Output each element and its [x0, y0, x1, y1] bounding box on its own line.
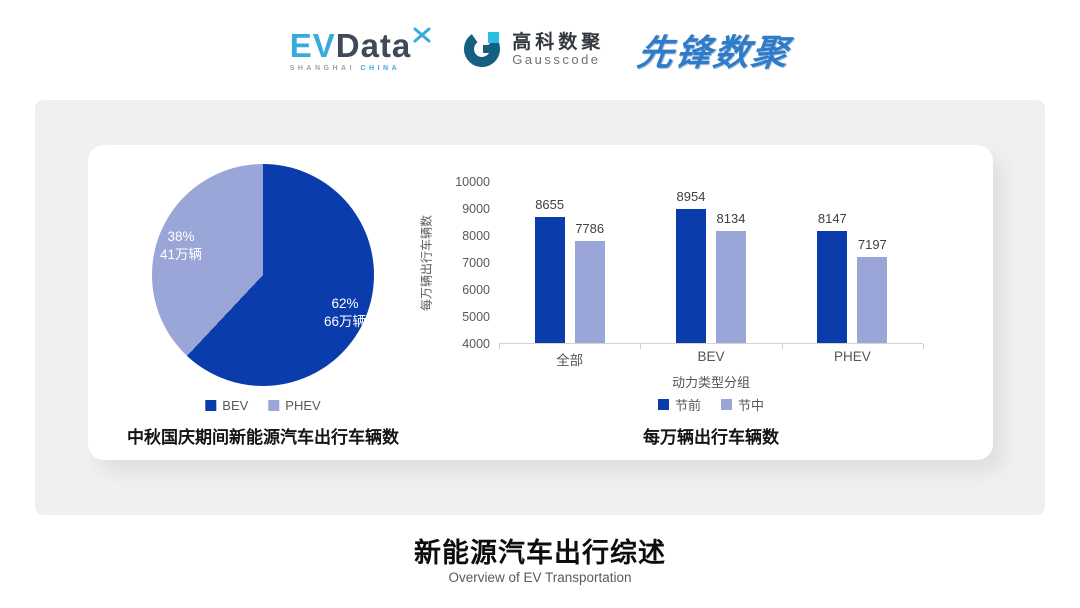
y-tick-label: 5000	[462, 310, 490, 324]
y-tick-label: 4000	[462, 337, 490, 351]
evdata-ev-text: EV	[289, 26, 336, 64]
pie-label-phev: 38% 41万辆	[160, 228, 202, 264]
bar-chart-y-ticks: 4000 5000 6000 7000 8000 9000 10000	[428, 175, 490, 351]
x-axis-tickmark	[923, 344, 924, 349]
bar-value-label: 8954	[676, 189, 706, 205]
pie-bev-percent: 62%	[331, 295, 359, 311]
x-category-label: PHEV	[833, 349, 871, 364]
x-axis-tickmark	[781, 344, 783, 349]
bar-value-label: 8147	[817, 211, 847, 227]
legend-item: 节前	[657, 395, 701, 414]
pie-label-bev: 62% 66万辆	[324, 295, 366, 331]
evdata-logo: EV Data SHANGHAI CHINA	[289, 26, 431, 72]
y-tick-label: 6000	[462, 283, 490, 297]
legend-label: BEV	[222, 398, 249, 413]
bar-节前-BEV	[676, 209, 706, 343]
pie-phev-percent: 38%	[167, 228, 195, 244]
y-tick-label: 7000	[462, 256, 490, 270]
y-tick-label: 10000	[455, 175, 490, 189]
bar-value-label: 8655	[535, 197, 565, 213]
gausscode-g-icon	[463, 28, 503, 73]
legend-label: 节中	[738, 398, 765, 413]
xianfeng-logo: 先锋数聚	[635, 32, 793, 73]
bar-chart-legend: 节前 节中	[657, 395, 764, 414]
page-title: 新能源汽车出行综述	[414, 538, 666, 568]
bar-value-label: 7197	[857, 236, 887, 252]
bar-节前-PHEV	[817, 231, 848, 343]
pie-phev-value: 41万辆	[159, 247, 203, 262]
bar-节前-全部	[534, 217, 565, 343]
evdata-subtitle: SHANGHAI CHINA	[290, 65, 430, 72]
bar-value-label: 7786	[575, 220, 605, 236]
x-axis-tickmark	[499, 344, 500, 349]
pie-graphic	[152, 164, 374, 386]
legend-item: 节中	[721, 395, 764, 414]
pie-legend: BEV PHEV	[205, 398, 321, 413]
gausscode-en-text: Gausscode	[512, 52, 601, 68]
evdata-china-text: CHINA	[360, 64, 401, 72]
bar-节中-全部	[574, 240, 605, 343]
evdata-wordmark: EV Data	[289, 26, 431, 64]
x-axis-tickmark	[640, 344, 642, 349]
pie-chart-title: 中秋国庆期间新能源汽车出行车辆数	[127, 428, 399, 447]
bar-节中-PHEV	[857, 256, 888, 343]
bar-节中-BEV	[716, 231, 746, 343]
legend-swatch	[268, 400, 280, 411]
gausscode-cn-text: 高科数聚	[512, 31, 605, 53]
evdata-x-icon	[413, 26, 431, 48]
legend-label: 节前	[674, 398, 701, 413]
legend-swatch	[721, 399, 732, 410]
bar-chart-plot: 8655 7786 8954 8134 8147 7197	[499, 182, 923, 344]
bar-value-label: 8134	[716, 211, 746, 227]
y-tick-label: 8000	[462, 229, 490, 243]
y-tick-label: 9000	[462, 202, 490, 216]
evdata-shanghai-text: SHANGHAI	[289, 64, 356, 72]
x-category-label: BEV	[697, 349, 725, 364]
page-subtitle: Overview of EV Transportation	[448, 570, 632, 585]
pie-bev-value: 66万辆	[323, 314, 367, 329]
x-category-label: 全部	[556, 353, 584, 368]
gausscode-logo: 高科数聚 Gausscode	[463, 28, 604, 73]
content-panel: 38% 41万辆 62% 66万辆 BEV PHEV 中秋国庆期间新能源汽车出行车…	[35, 100, 1045, 515]
bar-chart-title: 每万辆出行车辆数	[643, 428, 779, 447]
evdata-data-text: Data	[335, 26, 412, 64]
legend-swatch	[657, 399, 669, 410]
legend-swatch	[205, 400, 217, 411]
gausscode-wordmark: 高科数聚 Gausscode	[512, 32, 604, 69]
legend-item: BEV	[205, 398, 248, 413]
legend-item: PHEV	[268, 398, 321, 413]
bar-chart-x-axis-title: 动力类型分组	[671, 375, 751, 390]
header-logo-bar: EV Data SHANGHAI CHINA	[0, 14, 1080, 86]
legend-label: PHEV	[285, 398, 321, 413]
charts-card: 38% 41万辆 62% 66万辆 BEV PHEV 中秋国庆期间新能源汽车出行车…	[88, 145, 993, 460]
